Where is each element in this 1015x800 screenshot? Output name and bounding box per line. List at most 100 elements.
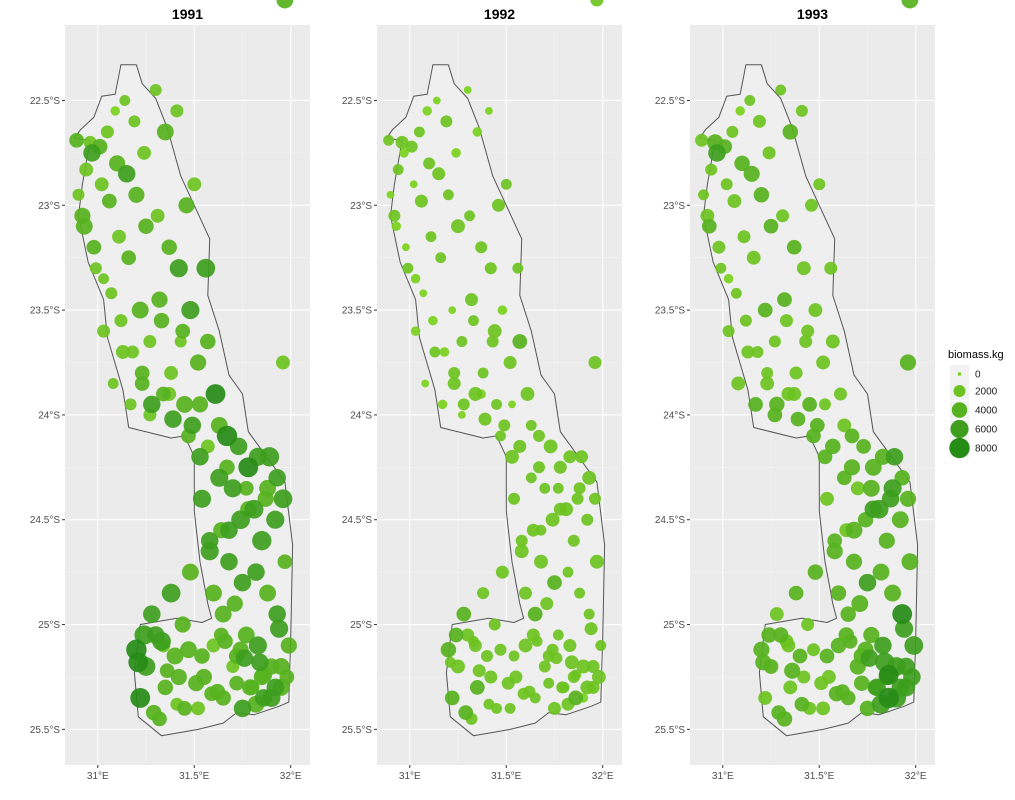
legend-key-symbol: [950, 419, 969, 439]
data-point: [191, 448, 209, 466]
x-tick-label: 31°E: [712, 771, 734, 782]
data-point: [752, 114, 766, 128]
data-point: [399, 148, 409, 158]
data-point: [187, 177, 202, 192]
data-point: [178, 197, 195, 214]
data-point: [447, 377, 461, 390]
data-point: [534, 554, 548, 569]
data-point: [419, 289, 428, 298]
data-point: [552, 482, 564, 494]
data-point: [758, 690, 773, 705]
data-point: [813, 178, 826, 191]
x-tick-label: 31.5°E: [491, 771, 521, 782]
data-point: [272, 658, 290, 675]
data-point: [844, 428, 860, 444]
data-point: [164, 410, 182, 428]
data-point: [575, 450, 588, 464]
data-point: [410, 273, 421, 284]
data-point: [115, 345, 130, 359]
data-point: [469, 680, 485, 695]
data-point: [715, 262, 727, 274]
data-point: [583, 608, 595, 620]
data-point: [825, 334, 840, 349]
data-point: [191, 396, 209, 413]
x-tick-label: 31.5°E: [179, 771, 209, 782]
data-point: [775, 84, 787, 96]
data-point: [79, 162, 94, 177]
data-point: [402, 243, 410, 252]
data-point: [820, 491, 834, 506]
legend-label: 2000: [975, 387, 998, 398]
data-point: [860, 649, 879, 667]
legend-item: 0: [950, 365, 981, 383]
data-point: [753, 641, 770, 658]
data-point: [776, 711, 793, 727]
data-point: [761, 367, 774, 379]
data-point: [468, 315, 479, 327]
data-point: [233, 699, 252, 718]
data-point: [796, 261, 811, 276]
biomass-points: [695, 0, 924, 727]
data-point: [862, 479, 880, 497]
data-point: [262, 688, 281, 707]
data-point: [481, 650, 493, 662]
data-point: [100, 125, 114, 139]
data-point: [180, 641, 197, 659]
data-point: [238, 457, 259, 478]
y-tick-label: 24.5°S: [655, 515, 685, 526]
data-point: [156, 123, 174, 141]
data-point: [552, 629, 564, 641]
x-tick-label: 31°E: [399, 771, 421, 782]
data-point: [735, 106, 745, 116]
legend: biomass.kg 0 2000 4000 6000 8000: [948, 349, 1004, 459]
data-point: [457, 398, 470, 411]
x-tick-label: 31.5°E: [804, 771, 834, 782]
legend-label: 0: [975, 370, 981, 381]
data-point: [556, 681, 569, 694]
data-point: [425, 231, 437, 243]
data-point: [145, 704, 162, 721]
data-point: [525, 419, 537, 431]
data-point: [472, 664, 486, 678]
data-point: [883, 479, 902, 498]
y-tick-label: 22.5°S: [30, 96, 60, 107]
data-point: [807, 564, 824, 580]
biomass-points: [383, 0, 607, 725]
data-point: [799, 335, 813, 348]
data-point: [130, 687, 151, 708]
data-point: [251, 653, 269, 672]
data-point: [456, 336, 468, 347]
data-point: [878, 687, 899, 709]
data-point: [806, 428, 821, 444]
data-point: [787, 387, 802, 401]
data-point: [386, 190, 395, 199]
data-point: [816, 355, 831, 370]
data-point: [802, 397, 817, 412]
data-point: [468, 387, 483, 401]
data-point: [807, 643, 820, 657]
data-point: [477, 587, 490, 600]
data-point: [97, 324, 111, 338]
data-point: [152, 631, 171, 651]
data-point: [487, 324, 502, 339]
legend-key-symbol: [957, 372, 962, 376]
x-tick-label: 32°E: [592, 771, 614, 782]
y-tick-label: 23°S: [350, 201, 372, 212]
y-tick-label: 25.5°S: [655, 725, 685, 736]
data-point: [515, 534, 528, 547]
data-point: [573, 482, 586, 495]
data-point: [223, 479, 242, 498]
data-point: [451, 659, 465, 674]
data-point: [863, 626, 880, 644]
data-point: [540, 597, 554, 611]
data-point: [439, 347, 450, 357]
data-point: [423, 157, 436, 170]
y-tick-label: 24°S: [663, 410, 685, 421]
data-point: [824, 261, 838, 275]
data-point: [259, 447, 280, 467]
data-point: [891, 511, 909, 529]
legend-item: 2000: [950, 382, 998, 400]
data-point: [720, 178, 733, 191]
y-tick-label: 23.5°S: [655, 306, 685, 317]
data-point: [817, 449, 833, 465]
